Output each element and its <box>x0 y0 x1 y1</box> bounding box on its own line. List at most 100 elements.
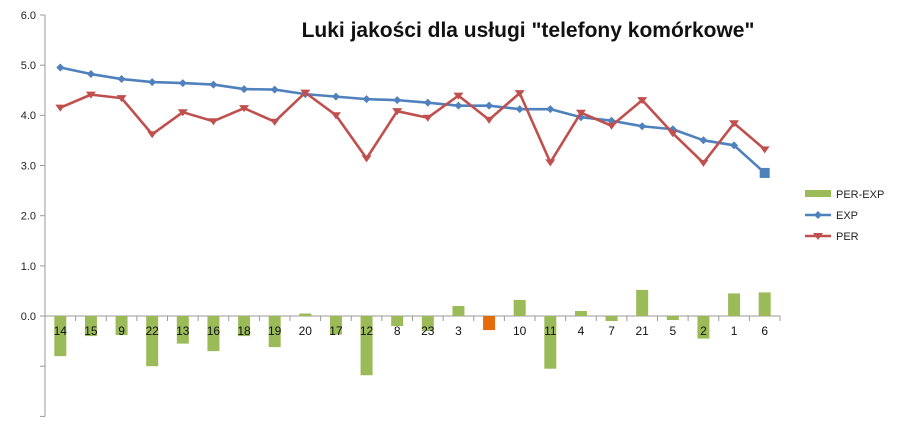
line-point <box>699 136 708 145</box>
bar <box>636 289 649 316</box>
category-label: 10 <box>513 324 527 338</box>
bar <box>268 316 281 348</box>
y-tick-label: 4.0 <box>21 110 36 122</box>
line-point <box>177 109 188 117</box>
bar <box>238 316 251 337</box>
category-label: 14 <box>54 324 68 338</box>
line-point <box>361 155 372 163</box>
category-label: 23 <box>421 324 435 338</box>
category-labels: 14 15 9 22 13 16 18 19 20 17 12 8 23 3 10 11 4 7 21 5 2 1 6 <box>54 324 769 338</box>
series-line <box>59 91 766 165</box>
line-point <box>575 109 586 117</box>
legend-item: PER-EXP <box>805 189 884 201</box>
line-point <box>85 91 96 99</box>
line-point <box>208 118 219 126</box>
bar <box>483 316 496 331</box>
line-point <box>56 63 65 72</box>
category-label: 19 <box>268 324 282 338</box>
legend-label: EXP <box>836 210 858 222</box>
category-label: 7 <box>608 324 615 338</box>
line-point <box>270 85 279 94</box>
category-label: 18 <box>237 324 251 338</box>
line-point <box>362 95 371 104</box>
line-point <box>514 90 525 98</box>
category-label: 21 <box>636 324 650 338</box>
line-point <box>393 96 402 105</box>
line-point <box>730 141 739 150</box>
y-tick-label: 5.0 <box>21 60 36 72</box>
series-exp <box>56 63 770 178</box>
line-point <box>240 85 249 94</box>
chart-title: Luki jakości dla usługi "telefony komórk… <box>302 19 755 42</box>
line-point <box>423 98 432 107</box>
bar <box>54 316 67 357</box>
line-point <box>269 118 280 126</box>
line-point <box>178 79 187 88</box>
bar <box>360 316 373 376</box>
bar <box>666 316 679 321</box>
y-tick-label: 3.0 <box>21 160 36 172</box>
line-point <box>147 131 158 139</box>
line-point <box>698 159 709 167</box>
line-point <box>116 95 127 103</box>
category-label: 5 <box>669 324 676 338</box>
line-point <box>515 105 524 114</box>
category-label: 4 <box>578 324 585 338</box>
bar <box>574 310 587 316</box>
bar <box>299 313 312 316</box>
line-point <box>729 120 740 128</box>
line-point <box>86 70 95 79</box>
legend: PER-EXP EXP PER <box>805 189 884 243</box>
line-point <box>637 97 648 105</box>
line-point <box>453 92 464 100</box>
category-label: 22 <box>146 324 160 338</box>
category-label: 11 <box>544 324 557 338</box>
category-label: 3 <box>455 324 462 338</box>
series-line <box>60 66 766 174</box>
series-per <box>55 89 770 167</box>
bar <box>513 299 526 316</box>
category-label: 15 <box>84 324 98 338</box>
legend-item: EXP <box>805 210 858 222</box>
bar <box>84 316 97 337</box>
line-point <box>330 112 341 120</box>
legend-swatch <box>805 190 831 197</box>
y-tick-label: 1.0 <box>21 261 36 273</box>
bar <box>329 316 342 335</box>
line-point <box>117 75 126 84</box>
bar-series <box>54 289 771 376</box>
category-label: 1 <box>731 324 738 338</box>
line-point <box>546 105 555 114</box>
bar <box>452 305 465 316</box>
line-point <box>454 101 463 110</box>
y-tick-label: 2.0 <box>21 211 36 223</box>
line-point <box>545 159 556 167</box>
category-label: 6 <box>761 324 768 338</box>
line-series <box>55 63 770 178</box>
line-point <box>759 167 770 178</box>
category-label: 13 <box>176 324 190 338</box>
line-point <box>667 130 678 138</box>
bar <box>207 316 220 352</box>
bar <box>758 292 771 316</box>
bar <box>115 316 128 336</box>
axes: 6.0 5.0 4.0 3.0 2.0 1.0 0.0 <box>21 10 781 417</box>
line-point <box>148 78 157 87</box>
category-label: 8 <box>394 324 401 338</box>
category-label: 9 <box>118 324 125 338</box>
line-point <box>759 146 770 154</box>
bar <box>728 293 741 316</box>
bar <box>391 316 404 327</box>
bar <box>605 316 618 322</box>
line-point <box>300 89 311 97</box>
bar <box>544 316 557 369</box>
line-point <box>606 122 617 130</box>
bar <box>176 316 189 344</box>
line-point <box>814 211 822 219</box>
bar <box>697 316 710 339</box>
line-point <box>239 105 250 113</box>
bar <box>146 316 159 367</box>
bar <box>421 316 434 332</box>
